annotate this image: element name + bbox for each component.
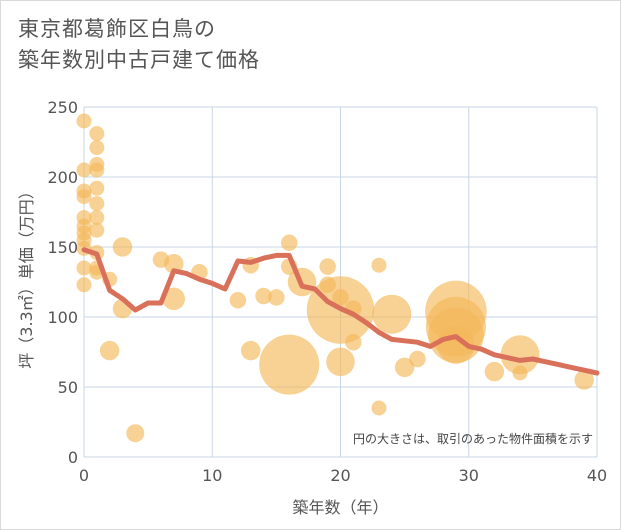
y-tick-label: 50: [58, 378, 78, 397]
bubble-point: [89, 162, 105, 178]
average-price-line: [81, 247, 600, 376]
bubble-point: [259, 334, 320, 395]
bubble-point: [372, 294, 412, 334]
y-tick-label: 100: [47, 308, 78, 327]
bubble-point: [89, 140, 105, 156]
y-axis-label: 坪（3.3㎡）単価（万円）: [17, 183, 36, 368]
x-tick-label: 20: [330, 466, 350, 485]
bubble-point: [89, 126, 105, 142]
bubble-point: [89, 180, 105, 196]
bubble-point: [371, 400, 387, 416]
x-axis-ticks: 0 10 20 30 40: [79, 466, 607, 485]
bubble-point: [484, 361, 505, 382]
x-tick-label: 40: [587, 466, 607, 485]
bubble-point: [280, 234, 298, 252]
bubble-point: [574, 370, 594, 390]
bubble-point: [99, 340, 120, 361]
y-tick-label: 250: [47, 98, 78, 117]
bubble-point: [126, 424, 145, 443]
bubble-point: [76, 260, 92, 276]
bubble-point: [437, 326, 475, 364]
bubble-point: [76, 189, 92, 205]
bubble-point: [268, 289, 285, 306]
bubble-point: [409, 350, 426, 368]
bubble-point: [112, 237, 133, 257]
bubble-point: [345, 333, 362, 351]
bubble-point: [371, 257, 387, 273]
bubble-point: [500, 335, 540, 375]
bubble-point: [89, 196, 105, 212]
bubble-point: [164, 254, 184, 274]
bubble-point: [319, 258, 336, 275]
x-tick-label: 0: [79, 466, 89, 485]
y-tick-label: 0: [68, 448, 78, 467]
x-tick-label: 10: [202, 466, 222, 485]
x-tick-label: 30: [459, 466, 479, 485]
bubble-point: [76, 277, 92, 293]
y-tick-label: 200: [47, 168, 78, 187]
bubble-point: [76, 162, 92, 178]
bubble-point: [162, 287, 186, 311]
y-axis-ticks: 0 50 100 150 200 250: [47, 98, 78, 467]
bubble-point: [394, 357, 415, 378]
bubble-point: [89, 210, 105, 226]
bubble-point: [229, 291, 247, 309]
x-axis-label: 築年数（年）: [292, 498, 388, 517]
bubble-point: [512, 365, 528, 381]
title-line-2: 築年数別中古戸建て価格: [18, 48, 260, 72]
bubble-point: [255, 287, 272, 305]
y-tick-label: 150: [47, 238, 78, 257]
title-line-1: 東京都葛飾区白鳥の: [18, 17, 216, 41]
bubble-point: [76, 113, 92, 129]
bubble-point: [89, 222, 105, 238]
bubble-size-note: 円の大きさは、取引のあった物件面積を示す: [353, 431, 593, 446]
bubble-series: [76, 113, 594, 443]
chart-title: 東京都葛飾区白鳥の 築年数別中古戸建て価格: [18, 14, 260, 76]
bubble-point: [240, 340, 261, 361]
bubble-point: [326, 347, 355, 377]
